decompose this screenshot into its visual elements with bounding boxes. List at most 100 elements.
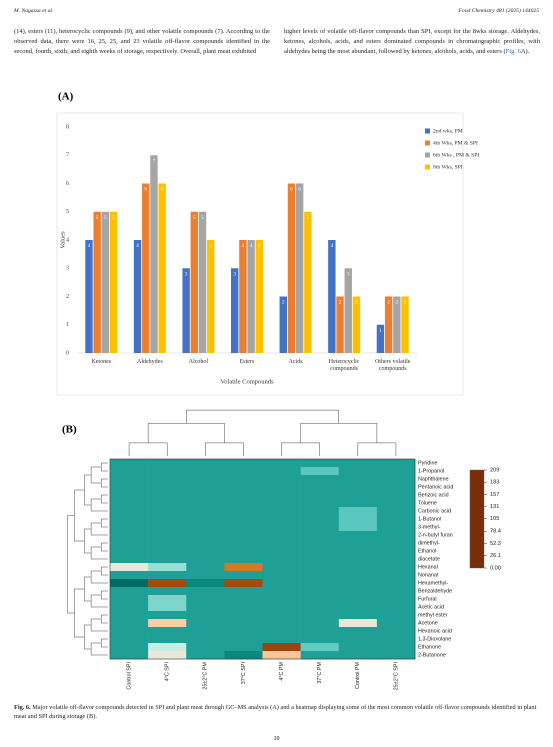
heatmap-cell	[110, 643, 149, 652]
heatmap-cell	[110, 579, 149, 588]
heatmap-cell	[110, 619, 149, 628]
bar	[344, 268, 352, 353]
column-label: Control SPI	[126, 662, 132, 690]
bar	[384, 296, 393, 353]
row-label: methyl ester	[418, 612, 448, 618]
bar-value-label: 5	[193, 216, 196, 221]
heatmap-cell	[148, 507, 187, 516]
heatmap-cell	[110, 499, 149, 508]
heatmap-cell	[110, 531, 149, 540]
heatmap-cell	[186, 651, 225, 660]
page-number: 10	[273, 736, 280, 742]
bar-value-label: 6	[161, 188, 164, 193]
row-label: Toluene	[418, 500, 437, 506]
heatmap-cell	[376, 475, 416, 484]
row-dendrogram	[84, 624, 92, 650]
heatmap-cell	[338, 475, 378, 484]
heatmap-cell	[262, 563, 301, 572]
heatmap-cell	[338, 507, 378, 516]
heatmap-cell	[148, 467, 187, 476]
heatmap-cell	[110, 571, 149, 580]
heatmap-cell	[110, 475, 149, 484]
heatmap-cell	[338, 619, 378, 628]
body-text: higher levels of volatile off-flavor com…	[284, 28, 540, 55]
y-tick-label: 6	[66, 181, 69, 187]
bar-value-label: 2	[339, 301, 342, 306]
bar-value-label: 6	[145, 188, 148, 193]
legend-label: 8th Wks, SPI	[433, 164, 463, 170]
heatmap-cell	[110, 467, 149, 476]
heatmap-cell	[148, 603, 187, 612]
heatmap-cell	[148, 595, 187, 604]
bar	[133, 240, 142, 353]
heatmap-cell	[300, 499, 340, 508]
heatmap-cell	[148, 531, 187, 540]
bar-value-label: 6	[290, 188, 293, 193]
bar	[255, 240, 263, 353]
legend-label: 4th Wks, PM & SPI	[433, 140, 478, 146]
figure-link[interactable]: Fig. 6	[505, 48, 521, 55]
heatmap-cell	[186, 563, 225, 572]
row-label: 1,3-Dioxolane	[418, 636, 451, 642]
row-label: Hexanoic acid	[418, 628, 452, 634]
heatmap-cell	[148, 635, 187, 644]
row-label: 2-n-butyl furan	[418, 532, 453, 538]
heatmap-cell	[224, 483, 263, 492]
bar-value-label: 5	[112, 216, 115, 221]
heatmap-cell	[376, 547, 416, 556]
heatmap-cell	[186, 491, 225, 500]
heatmap-cell	[262, 627, 301, 636]
heatmap-cell	[110, 555, 149, 564]
heatmap-cell	[186, 499, 225, 508]
bar	[401, 296, 409, 353]
x-tick-label: Aldehydes	[137, 359, 163, 365]
heatmap-cell	[110, 483, 149, 492]
heatmap-cell	[338, 515, 378, 524]
heatmap-cell	[338, 483, 378, 492]
bar	[101, 211, 110, 353]
y-tick-label: 0	[66, 350, 69, 356]
row-label: Pentanoic acid	[418, 484, 453, 490]
row-label: Acetone	[418, 620, 438, 626]
heatmap-cell	[110, 515, 149, 524]
heatmap-cell	[224, 555, 263, 564]
heatmap-cell	[148, 579, 187, 588]
heatmap-cell	[376, 627, 416, 636]
heatmap-cell	[262, 459, 301, 468]
bar	[336, 296, 344, 353]
scale-tick-label: 183	[490, 480, 499, 486]
heatmap-cell	[338, 531, 378, 540]
bar	[328, 240, 336, 353]
heatmap-cell	[376, 523, 416, 532]
bar-value-label: 1	[379, 329, 382, 334]
heatmap-cell	[300, 507, 340, 516]
bar-value-label: 4	[209, 244, 212, 249]
y-tick-label: 7	[66, 153, 69, 159]
heatmap-cell	[148, 491, 187, 500]
body-right: higher levels of volatile off-flavor com…	[284, 27, 540, 57]
heatmap-cell	[262, 467, 301, 476]
heatmap-cell	[300, 523, 340, 532]
column-label: 4°C PM	[279, 662, 285, 681]
bar	[304, 211, 312, 353]
y-tick-label: 5	[66, 209, 69, 215]
row-dendrogram	[84, 576, 92, 602]
heatmap-cell	[186, 555, 225, 564]
heatmap-cell	[148, 651, 187, 660]
row-label: Pyridine	[418, 460, 437, 466]
row-dendrogram	[101, 478, 108, 488]
heatmap-cell	[338, 611, 378, 620]
heatmap-cell	[262, 475, 301, 484]
heatmap-cell	[186, 531, 225, 540]
heatmap-cell	[224, 491, 263, 500]
bar-value-label: 2	[355, 301, 358, 306]
bar	[207, 240, 215, 353]
bar	[150, 155, 158, 353]
bar-value-label: 4	[331, 244, 334, 249]
heatmap-cell	[262, 595, 301, 604]
heatmap-cell	[262, 611, 301, 620]
heatmap-cell	[300, 595, 340, 604]
heatmap-cell	[338, 635, 378, 644]
